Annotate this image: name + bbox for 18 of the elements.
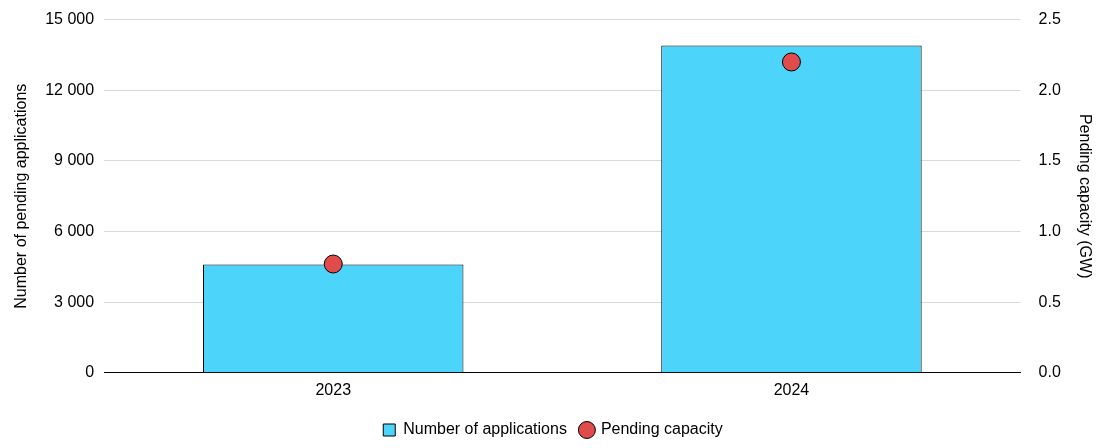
- y2-axis-title: Pending capacity (GW): [1076, 113, 1094, 279]
- x-tick-label: 2023: [315, 380, 352, 398]
- y-tick-label: 3 000: [54, 292, 95, 310]
- y2-tick-label: 1.5: [1038, 151, 1061, 169]
- y-tick-label: 9 000: [54, 151, 95, 169]
- y-tick-label: 12 000: [45, 80, 95, 98]
- legend-label: Number of applications: [403, 420, 567, 438]
- y2-tick-label: 2.5: [1038, 10, 1061, 28]
- y2-tick-label: 1.0: [1038, 221, 1061, 239]
- y-tick-label: 15 000: [45, 10, 95, 28]
- y-axis-title: Number of pending applications: [12, 83, 30, 309]
- y-tick-label: 6 000: [54, 221, 95, 239]
- y2-tick-label: 2.0: [1038, 80, 1061, 98]
- y-tick-label: 0: [85, 363, 95, 381]
- legend-label: Pending capacity: [600, 420, 723, 438]
- y2-tick-label: 0.5: [1038, 292, 1061, 310]
- y2-tick-label: 0.0: [1038, 363, 1061, 381]
- x-tick-label: 2024: [773, 380, 810, 398]
